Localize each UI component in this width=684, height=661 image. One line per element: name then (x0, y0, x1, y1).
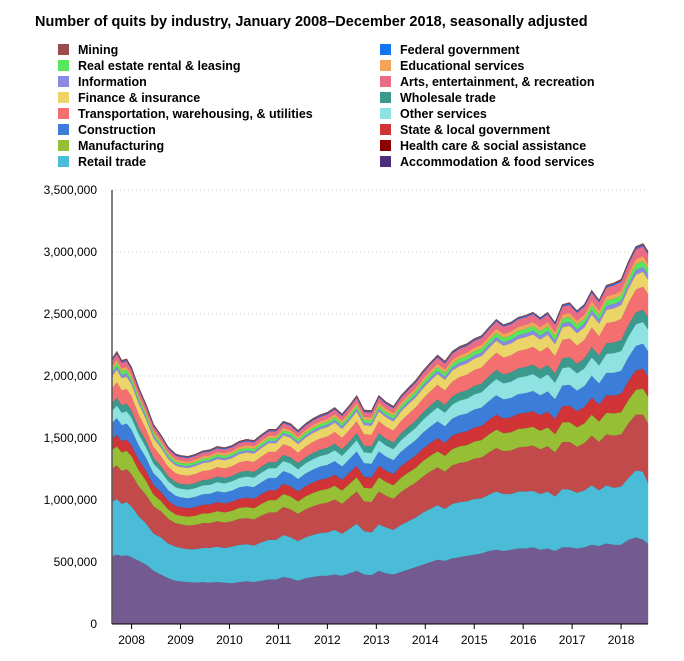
legend-label-mining: Mining (78, 43, 118, 57)
legend-label-educational-services: Educational services (400, 59, 524, 73)
y-tick-label: 1,500,000 (44, 431, 98, 445)
x-tick-label: 2015 (461, 633, 488, 647)
x-tick-label: 2018 (608, 633, 635, 647)
y-tick-label: 1,000,000 (44, 493, 98, 507)
x-tick-label: 2011 (266, 633, 292, 647)
area-edge-mining (112, 243, 649, 457)
x-tick-label: 2013 (363, 633, 390, 647)
y-axis-ticks: 0 500,000 1,000,000 1,500,000 2,000,000 2,500… (44, 183, 98, 631)
legend-label-real-estate-rental-and-leasing: Real estate rental & leasing (78, 59, 241, 73)
legend-swatch-health-care-and-social-assistance (380, 140, 391, 151)
legend-label-retail-trade: Retail trade (78, 155, 146, 169)
legend-label-information: Information (78, 75, 147, 89)
y-tick-label: 2,500,000 (44, 307, 98, 321)
legend-swatch-retail-trade (58, 156, 69, 167)
y-tick-label: 3,000,000 (44, 245, 98, 259)
legend-label-other-services: Other services (400, 107, 487, 121)
legend-swatch-transportation-warehousing-and-utilities (58, 108, 69, 119)
legend-swatch-federal-government (380, 44, 391, 55)
legend-label-manufacturing: Manufacturing (78, 139, 164, 153)
y-tick-label: 3,500,000 (44, 183, 98, 197)
x-tick-label: 2008 (118, 633, 145, 647)
legend-label-wholesale-trade: Wholesale trade (400, 91, 496, 105)
legend-label-transportation-warehousing-and-utilities: Transportation, warehousing, & utilities (78, 107, 313, 121)
legend-swatch-accommodation-and-food-services (380, 156, 391, 167)
legend-swatch-educational-services (380, 60, 391, 71)
x-axis-ticks: 2008 2009 2010 2011 2012 2013 2014 2015 2016 2017… (118, 624, 635, 647)
y-tick-label: 500,000 (54, 555, 98, 569)
x-tick-label: 2010 (216, 633, 243, 647)
y-tick-label: 0 (90, 617, 97, 631)
legend: Mining Real estate rental & leasing Inform… (58, 43, 595, 169)
legend-label-accommodation-and-food-services: Accommodation & food services (400, 155, 595, 169)
legend-label-arts-entertainment-and-recreation: Arts, entertainment, & recreation (400, 75, 595, 89)
legend-swatch-wholesale-trade (380, 92, 391, 103)
legend-label-construction: Construction (78, 123, 156, 137)
chart-title: Number of quits by industry, January 200… (35, 14, 588, 30)
legend-swatch-real-estate-rental-and-leasing (58, 60, 69, 71)
legend-swatch-other-services (380, 108, 391, 119)
x-tick-label: 2014 (412, 633, 439, 647)
axes (111, 190, 648, 625)
legend-swatch-construction (58, 124, 69, 135)
legend-swatch-manufacturing (58, 140, 69, 151)
legend-label-finance-and-insurance: Finance & insurance (78, 91, 200, 105)
y-tick-label: 2,000,000 (44, 369, 98, 383)
x-tick-label: 2012 (314, 633, 341, 647)
legend-label-state-and-local-government: State & local government (400, 123, 551, 137)
stacked-areas (112, 243, 649, 625)
legend-swatch-arts-entertainment-and-recreation (380, 76, 391, 87)
x-tick-label: 2016 (510, 633, 537, 647)
legend-label-federal-government: Federal government (400, 43, 520, 57)
legend-swatch-state-and-local-government (380, 124, 391, 135)
legend-swatch-finance-and-insurance (58, 92, 69, 103)
x-tick-label: 2017 (559, 633, 586, 647)
legend-swatch-mining (58, 44, 69, 55)
area-mining (112, 243, 649, 458)
x-tick-label: 2009 (167, 633, 194, 647)
legend-swatch-information (58, 76, 69, 87)
legend-label-health-care-and-social-assistance: Health care & social assistance (400, 139, 586, 153)
